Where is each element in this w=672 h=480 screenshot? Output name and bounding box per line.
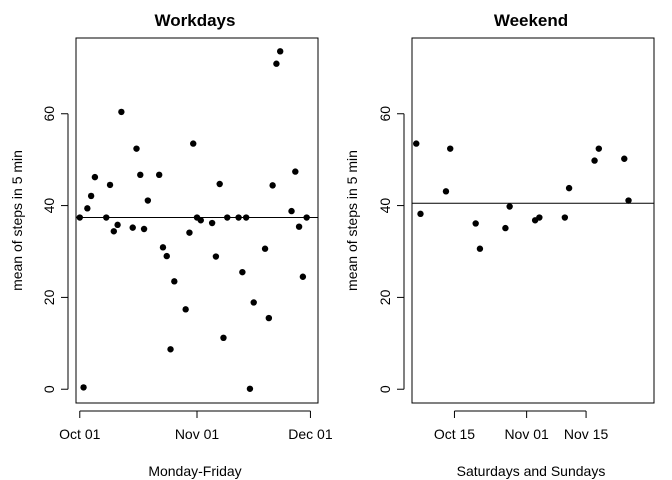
data-point [242, 214, 250, 221]
data-point [167, 346, 174, 353]
data-point [186, 229, 193, 236]
data-point [261, 245, 269, 252]
data-point [84, 205, 91, 212]
data-point [235, 214, 242, 221]
data-point [144, 197, 152, 204]
data-point [76, 214, 83, 221]
data-point [288, 207, 295, 215]
data-point [197, 217, 204, 224]
y-tick-label: 20 [41, 289, 57, 305]
data-point [129, 224, 136, 231]
panel-0: Workdays 0 20 40 60 Oct 01 Nov 01 Dec 01 Monday-… [9, 11, 333, 479]
data-point [292, 168, 299, 175]
plot-frame [75, 37, 319, 404]
data-point [591, 157, 598, 164]
data-point [163, 252, 170, 260]
data-point [295, 223, 303, 230]
data-point [216, 180, 223, 188]
data-point [273, 60, 280, 67]
data-point [625, 197, 632, 204]
data-point [447, 145, 454, 152]
data-point [159, 244, 167, 251]
data-point [118, 108, 125, 116]
data-point [621, 155, 628, 162]
data-point [103, 214, 110, 221]
data-point [208, 219, 216, 227]
data-point [80, 384, 87, 391]
y-tick-label: 40 [41, 198, 57, 214]
x-tick-label: Nov 01 [504, 426, 549, 442]
panel-title: Workdays [155, 11, 236, 30]
data-point [595, 145, 603, 152]
data-point [502, 224, 509, 232]
data-point [171, 278, 178, 285]
y-tick-label: 20 [377, 289, 393, 305]
x-axis-label: Monday-Friday [148, 463, 241, 479]
data-point [476, 245, 484, 252]
data-point [250, 299, 257, 306]
data-point [265, 314, 273, 322]
y-tick-label: 0 [41, 385, 57, 393]
data-point [565, 184, 573, 192]
data-point [91, 173, 99, 181]
data-point [190, 140, 197, 147]
data-point [106, 181, 114, 189]
data-point [561, 214, 569, 221]
x-axis-label: Saturdays and Sundays [457, 463, 606, 479]
data-point [246, 385, 254, 392]
data-point [140, 225, 148, 233]
data-point [137, 171, 144, 179]
data-point [417, 210, 424, 218]
data-point [276, 48, 284, 55]
y-tick-label: 60 [377, 106, 393, 122]
y-tick-label: 40 [377, 198, 393, 214]
data-point [269, 182, 276, 189]
plot-frame [411, 37, 655, 404]
data-point [212, 253, 220, 260]
data-point [413, 140, 420, 147]
data-point [220, 334, 227, 342]
data-point [506, 203, 513, 210]
data-point [182, 306, 189, 313]
data-point [155, 171, 163, 179]
data-point [87, 192, 95, 200]
data-point [442, 188, 450, 195]
data-point [133, 145, 140, 152]
data-point [299, 273, 307, 280]
y-axis-label: mean of steps in 5 min [9, 150, 25, 291]
panel-title: Weekend [494, 11, 568, 30]
x-tick-label: Dec 01 [288, 426, 333, 442]
data-point [472, 220, 479, 227]
y-tick-label: 60 [41, 106, 57, 122]
data-point [536, 214, 543, 221]
y-tick-label: 0 [377, 385, 393, 393]
panel-1: Weekend 0 20 40 60 Oct 15 Nov 01 Nov 15 Saturday… [344, 11, 655, 479]
data-point [224, 214, 231, 221]
data-point [110, 228, 118, 235]
data-point [239, 268, 246, 276]
data-point [303, 214, 310, 221]
x-tick-label: Nov 01 [175, 426, 220, 442]
y-axis-label: mean of steps in 5 min [344, 150, 360, 291]
x-tick-label: Oct 01 [59, 426, 100, 442]
x-tick-label: Nov 15 [564, 426, 609, 442]
data-point [114, 221, 121, 229]
x-tick-label: Oct 15 [434, 426, 475, 442]
